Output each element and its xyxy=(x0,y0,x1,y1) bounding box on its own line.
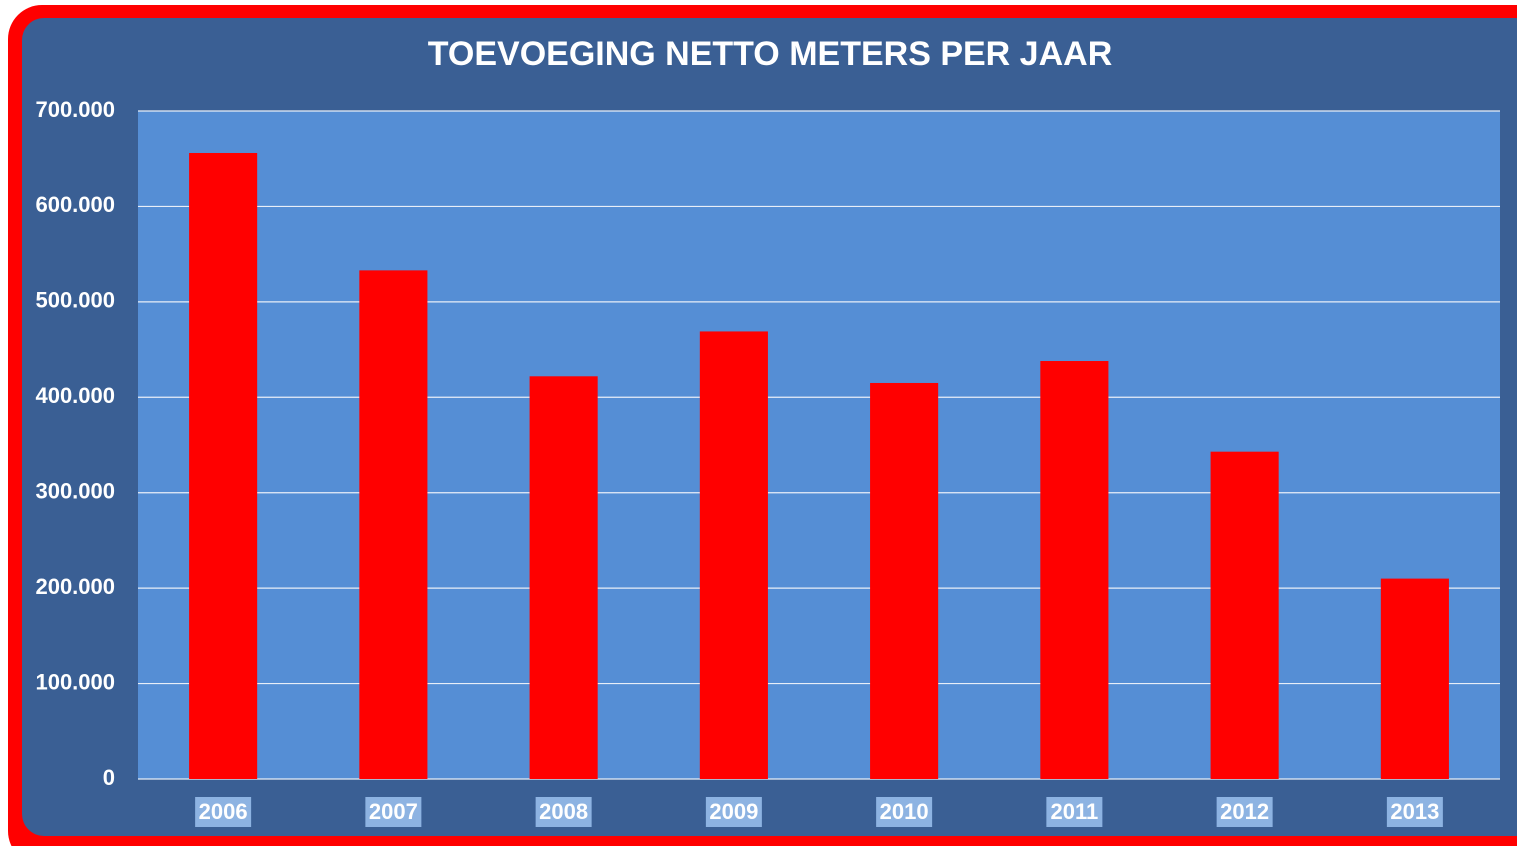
x-tick-label: 2013 xyxy=(1390,799,1439,824)
bar xyxy=(359,270,428,779)
x-tick-label: 2007 xyxy=(369,799,418,824)
x-tick-label: 2008 xyxy=(539,799,588,824)
x-label-highlight xyxy=(195,797,252,827)
y-tick-label: 400.000 xyxy=(35,383,115,408)
x-label-highlight xyxy=(1216,797,1273,827)
x-tick-label: 2006 xyxy=(199,799,248,824)
bar xyxy=(529,376,598,779)
y-tick-label: 500.000 xyxy=(35,288,115,313)
y-tick-label: 700.000 xyxy=(35,97,115,122)
x-label-highlight xyxy=(705,797,762,827)
x-label-highlight xyxy=(876,797,933,827)
x-tick-label: 2011 xyxy=(1051,799,1099,824)
bar xyxy=(1380,578,1449,779)
x-label-highlight xyxy=(1046,797,1103,827)
bar xyxy=(1040,361,1109,779)
bar xyxy=(189,152,258,779)
x-label-highlight xyxy=(1386,797,1443,827)
bar xyxy=(699,331,768,779)
y-tick-label: 600.000 xyxy=(35,192,115,217)
y-tick-label: 200.000 xyxy=(35,574,115,599)
x-tick-label: 2010 xyxy=(880,799,929,824)
x-tick-label: 2009 xyxy=(709,799,758,824)
y-tick-label: 100.000 xyxy=(35,669,115,694)
y-tick-label: 0 xyxy=(103,765,115,790)
chart-title: TOEVOEGING NETTO METERS PER JAAR xyxy=(428,35,1113,73)
y-tick-label: 300.000 xyxy=(35,479,115,504)
x-label-highlight xyxy=(365,797,422,827)
plot-area xyxy=(138,111,1500,779)
x-tick-label: 2012 xyxy=(1220,799,1269,824)
bar xyxy=(870,382,939,779)
bar xyxy=(1210,451,1279,779)
x-label-highlight xyxy=(535,797,592,827)
